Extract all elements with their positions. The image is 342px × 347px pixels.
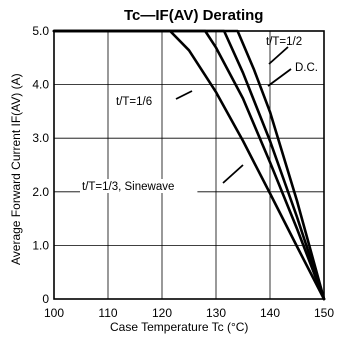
- curve-layer: [52, 29, 326, 301]
- y-axis-label: Average Forward Current IF(AV) (A): [9, 73, 23, 265]
- x-tick-label: 110: [98, 306, 117, 320]
- label-layer: 100 110 120 130 140 150 0 1.0 2.0 3.0 4.0 5.0 t/T=1/…: [32, 24, 334, 320]
- x-tick-label: 100: [44, 306, 64, 320]
- series-annotation: t/T=1/2: [266, 36, 302, 48]
- y-tick-label: 5.0: [32, 24, 49, 38]
- y-tick-label: 4.0: [32, 78, 49, 92]
- plot-frame: [53, 30, 325, 300]
- chart-title: Tc—IF(AV) Derating: [124, 7, 263, 24]
- y-tick-label: 3.0: [32, 131, 49, 145]
- series-line-0: [52, 29, 326, 301]
- series-line-1: [52, 29, 326, 301]
- grid-layer: [54, 31, 324, 299]
- annotation-leader: [268, 46, 289, 65]
- series-annotation: t/T=1/3, Sinewave: [82, 181, 174, 193]
- series-annotation: t/T=1/6: [116, 96, 152, 108]
- y-tick-label: 2.0: [32, 185, 49, 199]
- x-tick-label: 130: [206, 306, 226, 320]
- x-tick-label: 120: [152, 306, 172, 320]
- annotation-leader: [175, 90, 193, 100]
- y-tick-label: 1.0: [32, 238, 49, 252]
- x-axis-label: Case Temperature Tc (°C): [110, 320, 248, 334]
- series-annotation: D.C.: [295, 62, 318, 74]
- series-line-2: [52, 29, 326, 301]
- x-tick-label: 140: [260, 306, 280, 320]
- annotation-leader: [267, 68, 292, 87]
- annotation-leader: [222, 164, 244, 184]
- leader-layer: [175, 46, 292, 184]
- y-tick-label: 0: [42, 292, 49, 306]
- series-line-3: [52, 29, 326, 301]
- annotation-backdrop: [80, 179, 198, 193]
- x-tick-label: 150: [314, 306, 334, 320]
